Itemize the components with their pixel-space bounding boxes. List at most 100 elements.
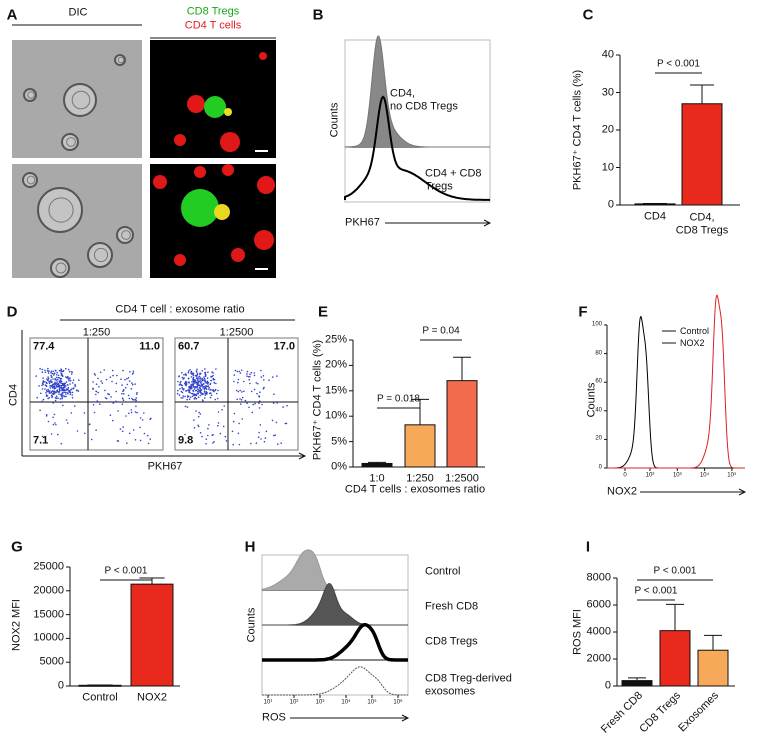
event-dot [128,397,131,400]
event-dot [194,374,197,377]
event-dot [139,426,141,429]
event-dot [36,396,38,399]
event-dot [233,412,236,415]
event-dot [109,376,112,379]
event-dot [45,385,48,388]
event-dot [72,382,74,384]
event-dot [51,381,53,383]
y-tick-label: 20 [595,435,602,442]
event-dot [53,373,56,375]
column-header: CD4 T cells [184,19,242,32]
event-dot [209,396,212,399]
y-tick-label: 10 [601,161,614,174]
row-label: Fresh CD8 [425,600,479,613]
p-value: P = 0.04 [422,325,460,337]
event-dot [214,398,217,401]
event-dot [196,386,198,389]
event-dot [249,373,251,376]
event-dot [260,438,262,440]
event-dot [215,382,217,385]
event-dot [255,442,258,444]
event-dot [70,373,73,375]
event-dot [186,398,188,401]
event-dot [117,410,119,412]
event-dot [202,387,204,389]
y-tick-label: 80 [595,350,602,357]
event-dot [83,412,86,414]
event-dot [35,375,37,377]
bar [697,649,729,687]
event-dot [246,373,248,375]
event-dot [240,369,243,372]
event-dot [125,415,127,417]
event-dot [92,388,94,390]
event-dot [141,419,144,421]
event-dot [132,398,134,401]
event-dot [62,404,64,407]
event-dot [57,397,59,400]
event-dot [211,371,213,373]
event-dot [65,391,67,394]
event-dot [136,411,138,414]
event-dot [180,384,183,386]
y-tick-label: 0 [57,679,64,692]
event-dot [201,435,203,438]
event-dot [126,442,128,444]
event-dot [58,388,61,391]
event-dot [275,421,278,424]
event-dot [133,399,135,401]
ratio-label: 1:2500 [219,326,254,339]
event-dot [68,389,71,392]
event-dot [126,383,129,386]
event-dot [52,370,54,373]
event-dot [90,438,93,441]
event-dot [197,396,200,399]
axis-label: NOX2 MFI [10,599,23,651]
event-dot [93,373,96,375]
event-dot [250,442,252,445]
event-dot [75,389,78,392]
event-dot [199,413,202,415]
event-dot [54,422,56,424]
event-dot [223,405,225,407]
event-dot [59,384,61,387]
event-dot [190,371,192,374]
event-dot [209,389,211,391]
event-dot [134,383,136,385]
event-dot [190,385,193,388]
event-dot [65,395,67,398]
x-tick-label: 10² [645,472,655,479]
y-tick-label: 25000 [33,560,64,573]
event-dot [52,378,54,380]
event-dot [136,391,138,394]
x-tick-label: 10³ [315,699,325,706]
event-dot [249,382,251,385]
event-dot [216,397,219,400]
event-dot [238,443,241,446]
event-dot [198,375,201,378]
event-dot [52,374,55,376]
event-dot [42,398,45,401]
p-value: P < 0.001 [634,585,678,597]
event-dot [111,380,113,383]
event-dot [65,381,68,383]
event-dot [191,373,193,375]
panel-label: A [6,6,18,24]
event-dot [179,387,181,390]
event-dot [66,384,69,386]
legend-label: NOX2 [680,337,705,348]
event-dot [97,391,99,394]
event-dot [71,391,74,394]
y-tick-label: 0 [598,464,602,471]
event-dot [130,388,133,390]
event-dot [232,420,235,423]
cd4-cell [257,176,275,194]
event-dot [196,392,198,395]
event-dot [186,406,189,408]
event-dot [132,372,135,374]
event-dot [46,378,48,380]
event-dot [115,390,117,393]
event-dot [69,391,72,394]
cell [61,133,79,151]
